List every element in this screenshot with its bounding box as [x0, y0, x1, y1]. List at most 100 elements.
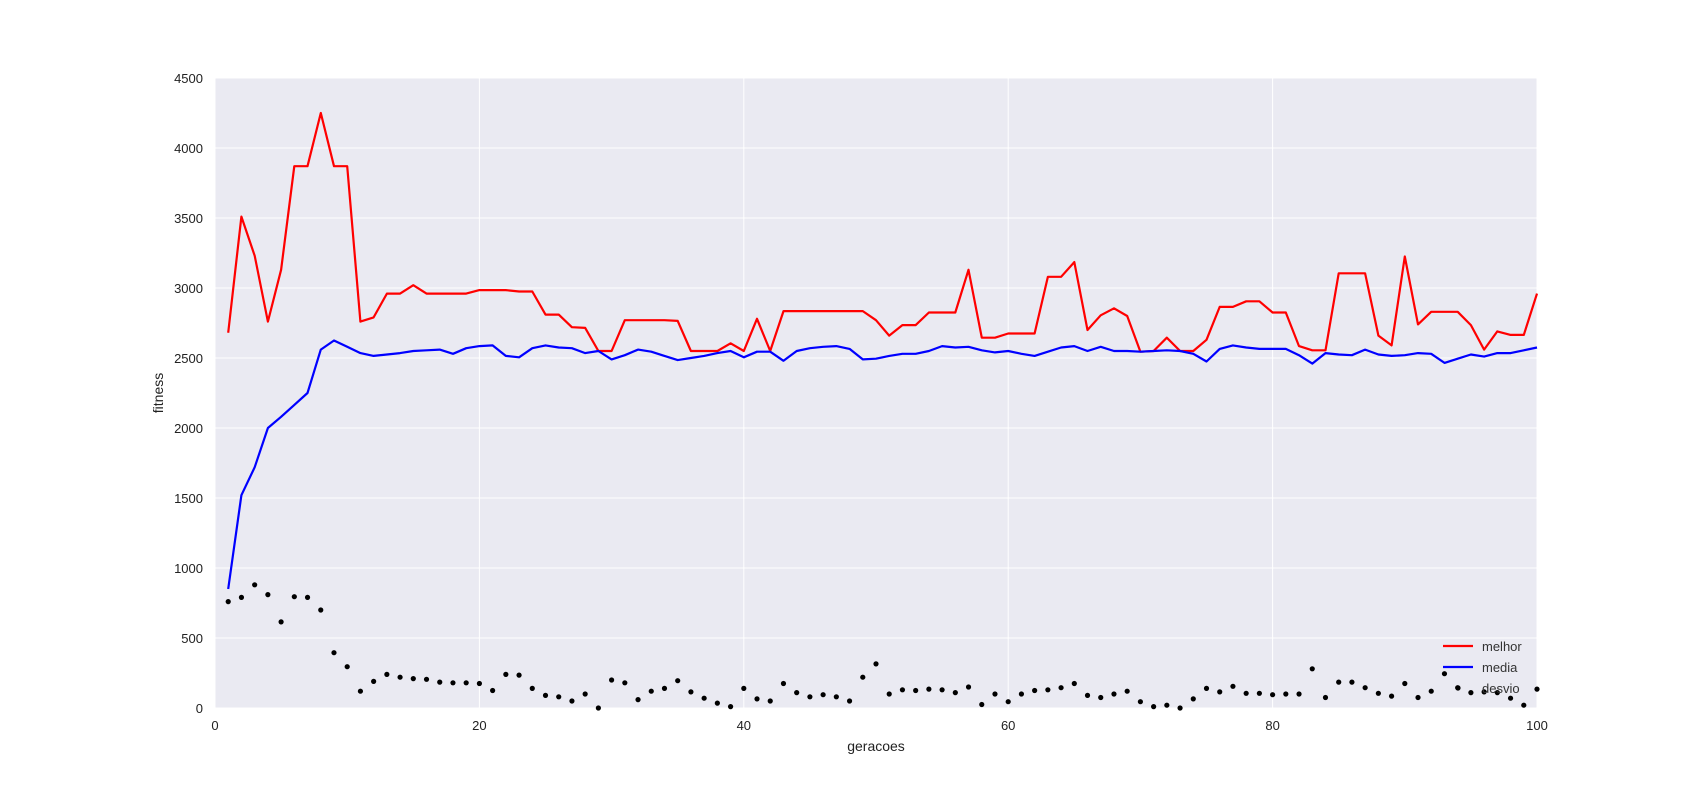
data-point-desvio — [304, 594, 311, 601]
data-point-desvio — [1098, 694, 1104, 701]
data-point-desvio — [833, 694, 839, 700]
data-point-desvio — [939, 687, 945, 693]
x-tick-label: 60 — [1001, 718, 1015, 733]
data-point-desvio — [648, 688, 654, 694]
data-point-desvio — [1217, 689, 1223, 695]
y-tick-label: 500 — [181, 631, 203, 646]
data-point-desvio — [1137, 699, 1143, 705]
data-point-desvio — [357, 688, 364, 694]
y-tick-label: 4000 — [174, 141, 203, 156]
y-tick-label: 3000 — [174, 281, 203, 296]
data-point-desvio — [727, 704, 734, 710]
y-tick-label: 1500 — [174, 491, 203, 506]
data-point-desvio — [965, 684, 972, 690]
data-point-desvio — [1177, 705, 1183, 711]
data-point-desvio — [675, 678, 681, 684]
data-point-desvio — [1468, 690, 1474, 696]
data-point-desvio — [754, 696, 760, 702]
data-point-desvio — [820, 692, 826, 698]
data-point-desvio — [423, 676, 430, 682]
data-point-desvio — [1336, 679, 1342, 685]
data-point-desvio — [463, 680, 469, 686]
x-tick-label: 80 — [1265, 718, 1279, 733]
x-tick-label: 100 — [1526, 718, 1548, 733]
y-tick-label: 1000 — [174, 561, 203, 576]
data-point-desvio — [1415, 694, 1421, 701]
data-point-desvio — [1362, 685, 1368, 691]
y-axis-label: fitness — [150, 373, 166, 413]
plot-area — [215, 78, 1537, 708]
data-point-desvio — [252, 582, 258, 588]
data-point-desvio — [1058, 685, 1064, 691]
data-point-desvio — [1111, 691, 1117, 697]
data-point-desvio — [635, 697, 641, 703]
y-tick-label: 4500 — [174, 71, 203, 86]
x-tick-label: 20 — [472, 718, 486, 733]
data-point-desvio — [1309, 666, 1315, 672]
data-point-desvio — [569, 698, 575, 704]
data-point-desvio — [807, 694, 813, 700]
data-point-desvio — [476, 680, 482, 687]
data-point-desvio — [1349, 679, 1355, 685]
data-point-desvio — [979, 701, 985, 708]
data-point-desvio — [1005, 699, 1011, 705]
series-points — [225, 582, 1540, 711]
data-point-desvio — [1164, 702, 1170, 708]
data-point-desvio — [1032, 687, 1038, 694]
series-line-media — [227, 339, 1538, 590]
data-point-desvio — [794, 690, 800, 696]
series-line-melhor — [227, 111, 1539, 353]
data-point-desvio — [1256, 690, 1262, 696]
data-point-desvio — [1151, 704, 1157, 710]
data-point-desvio — [437, 679, 443, 685]
data-point-desvio — [318, 607, 324, 613]
y-tick-label: 2500 — [174, 351, 203, 366]
data-point-desvio — [741, 685, 747, 692]
data-point-desvio — [542, 692, 549, 699]
data-point-desvio — [1494, 690, 1500, 696]
data-point-desvio — [899, 687, 906, 693]
data-point-desvio — [384, 671, 390, 678]
y-axis-ticks: 0 500 1000 1500 2000 2500 3000 3500 4000 4500 — [174, 71, 203, 716]
x-axis-label: geracoes — [847, 738, 905, 754]
data-point-desvio — [410, 676, 416, 682]
data-point-desvio — [622, 680, 628, 686]
data-point-desvio — [1296, 691, 1302, 697]
data-point-desvio — [1203, 685, 1210, 692]
data-point-desvio — [992, 691, 998, 697]
data-point-desvio — [595, 705, 601, 711]
x-tick-label: 40 — [737, 718, 751, 733]
data-point-desvio — [1375, 690, 1381, 696]
data-point-desvio — [767, 698, 773, 704]
data-point-desvio — [1084, 692, 1091, 699]
data-point-desvio — [846, 698, 853, 704]
legend-swatch-desvio — [1455, 685, 1461, 691]
data-point-desvio — [503, 671, 509, 678]
data-point-desvio — [952, 690, 958, 696]
data-point-desvio — [450, 680, 456, 686]
data-point-desvio — [1534, 686, 1540, 692]
data-point-desvio — [701, 695, 707, 701]
data-point-desvio — [529, 685, 535, 692]
data-point-desvio — [278, 619, 284, 625]
data-point-desvio — [238, 594, 245, 601]
data-point-desvio — [913, 687, 919, 694]
data-point-desvio — [556, 694, 562, 700]
data-point-desvio — [1388, 693, 1395, 699]
data-point-desvio — [1428, 688, 1434, 694]
data-point-desvio — [371, 678, 377, 685]
y-tick-label: 3500 — [174, 211, 203, 226]
data-point-desvio — [225, 599, 231, 605]
x-axis-ticks: 0 20 40 60 80 100 — [211, 718, 1547, 733]
data-point-desvio — [1441, 671, 1448, 677]
data-point-desvio — [1124, 688, 1130, 694]
data-point-desvio — [490, 687, 496, 694]
data-point-desvio — [886, 691, 892, 697]
data-point-desvio — [1481, 689, 1487, 695]
legend-label: melhor — [1482, 639, 1522, 654]
data-point-desvio — [291, 594, 297, 600]
legend: melhor media desvio — [1443, 639, 1522, 696]
data-point-desvio — [926, 686, 932, 692]
x-tick-label: 0 — [211, 718, 218, 733]
